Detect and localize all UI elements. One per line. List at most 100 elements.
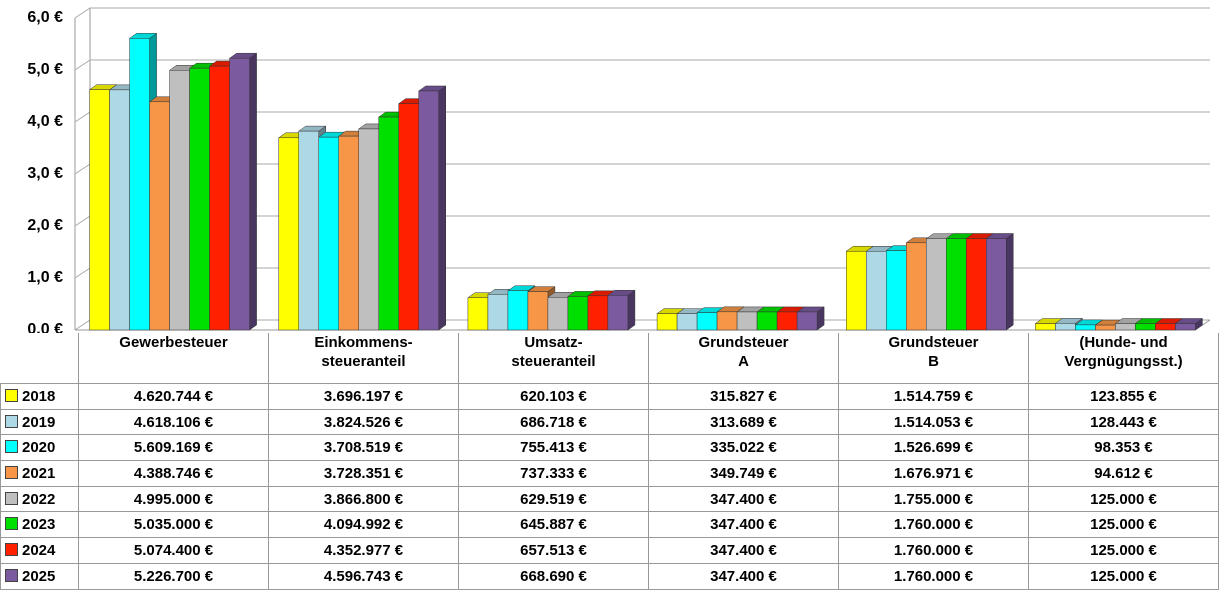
value-label: 620.103 € [458, 383, 649, 410]
legend-label: 2020 [22, 439, 56, 457]
value-label: 4.618.106 € [78, 408, 269, 436]
legend-label: 2018 [22, 387, 56, 405]
legend-label: 2019 [22, 413, 56, 431]
value-label: 3.728.351 € [268, 460, 459, 487]
bar [318, 136, 339, 331]
value-label: 755.413 € [458, 434, 649, 462]
category-label: Grundsteuer B [838, 333, 1029, 384]
bar [906, 242, 927, 331]
value-label: 1.514.759 € [838, 383, 1029, 410]
bar [866, 251, 887, 331]
value-label: 5.035.000 € [78, 511, 269, 539]
category-label: Umsatz- steueranteil [458, 333, 649, 384]
value-label: 315.827 € [648, 383, 839, 410]
legend-swatch [5, 568, 18, 582]
value-label: 5.226.700 € [78, 562, 269, 590]
legend-label: 2023 [22, 516, 56, 534]
value-label: 4.352.977 € [268, 537, 459, 564]
legend-entry: 2023 [0, 511, 79, 539]
y-tick-label: 2,0 € [27, 217, 63, 234]
y-tick-label: 0,0 € [27, 321, 63, 333]
data-row: 2021 4.388.746 €3.728.351 €737.333 €349.7… [0, 460, 1219, 487]
legend-swatch [5, 388, 18, 402]
bar [946, 238, 967, 331]
bar [109, 89, 130, 331]
value-label: 313.689 € [648, 408, 839, 436]
bar [418, 90, 439, 331]
value-label: 4.388.746 € [78, 460, 269, 487]
bar [149, 101, 170, 331]
bar [567, 296, 589, 331]
bar [676, 313, 698, 331]
bar [656, 313, 678, 331]
bar [736, 311, 758, 331]
bar [189, 67, 210, 331]
data-row: 2018 4.620.744 €3.696.197 €620.103 €315.8… [0, 383, 1219, 410]
bar [229, 57, 250, 331]
bar [696, 312, 718, 331]
value-label: 1.514.053 € [838, 408, 1029, 436]
value-label: 125.000 € [1028, 537, 1219, 564]
data-row: 2022 4.995.000 €3.866.800 €629.519 €347.4… [0, 485, 1219, 513]
value-label: 629.519 € [458, 485, 649, 513]
data-row: 2019 4.618.106 €3.824.526 €686.718 €313.6… [0, 408, 1219, 436]
legend-swatch [5, 542, 18, 556]
value-label: 349.749 € [648, 460, 839, 487]
value-label: 347.400 € [648, 562, 839, 590]
bar-side [1006, 232, 1014, 331]
bar [527, 291, 549, 331]
bar [1055, 323, 1076, 331]
bar [358, 128, 379, 331]
legend-swatch [5, 517, 18, 531]
bar [338, 135, 359, 331]
legend-swatch [5, 465, 18, 479]
y-tick-label: 3,0 € [27, 165, 63, 182]
y-tick-label: 6,0 € [27, 9, 63, 26]
value-label: 1.526.699 € [838, 434, 1029, 462]
bar [507, 290, 529, 331]
bar [1155, 323, 1176, 331]
value-label: 94.612 € [1028, 460, 1219, 487]
legend-entry: 2020 [0, 434, 79, 462]
bar [886, 250, 907, 331]
value-label: 125.000 € [1028, 485, 1219, 513]
value-label: 5.074.400 € [78, 537, 269, 564]
value-label: 125.000 € [1028, 562, 1219, 590]
bar [776, 311, 798, 331]
bar [278, 137, 299, 331]
y-tick-label: 5,0 € [27, 61, 63, 78]
value-label: 737.333 € [458, 460, 649, 487]
bar [986, 238, 1007, 331]
value-label: 1.760.000 € [838, 562, 1029, 590]
legend-entry: 2025 [0, 562, 79, 590]
value-label: 686.718 € [458, 408, 649, 436]
bar [846, 250, 867, 331]
legend-label: 2025 [22, 567, 56, 585]
legend-entry: 2018 [0, 383, 79, 410]
bar [487, 294, 509, 331]
value-label: 4.995.000 € [78, 485, 269, 513]
legend-label: 2022 [22, 490, 56, 508]
value-label: 1.760.000 € [838, 511, 1029, 539]
bar [607, 294, 629, 331]
bar [378, 116, 399, 331]
legend-swatch [5, 414, 18, 428]
legend-label: 2021 [22, 464, 56, 482]
bar [169, 70, 190, 331]
bar [1175, 323, 1196, 331]
y-tick-label: 1,0 € [27, 269, 63, 286]
value-label: 3.696.197 € [268, 383, 459, 410]
value-label: 1.676.971 € [838, 460, 1029, 487]
value-label: 3.866.800 € [268, 485, 459, 513]
data-table: Gewerbesteuer Einkommens- steueranteil Ums… [0, 333, 1219, 590]
bar [966, 238, 987, 331]
header-row: Gewerbesteuer Einkommens- steueranteil Ums… [0, 333, 1219, 384]
data-row: 2024 5.074.400 €4.352.977 €657.513 €347.4… [0, 537, 1219, 564]
value-label: 5.609.169 € [78, 434, 269, 462]
bar [1035, 323, 1056, 331]
bar [716, 311, 738, 331]
value-label: 123.855 € [1028, 383, 1219, 410]
value-label: 347.400 € [648, 511, 839, 539]
bar [796, 311, 818, 331]
